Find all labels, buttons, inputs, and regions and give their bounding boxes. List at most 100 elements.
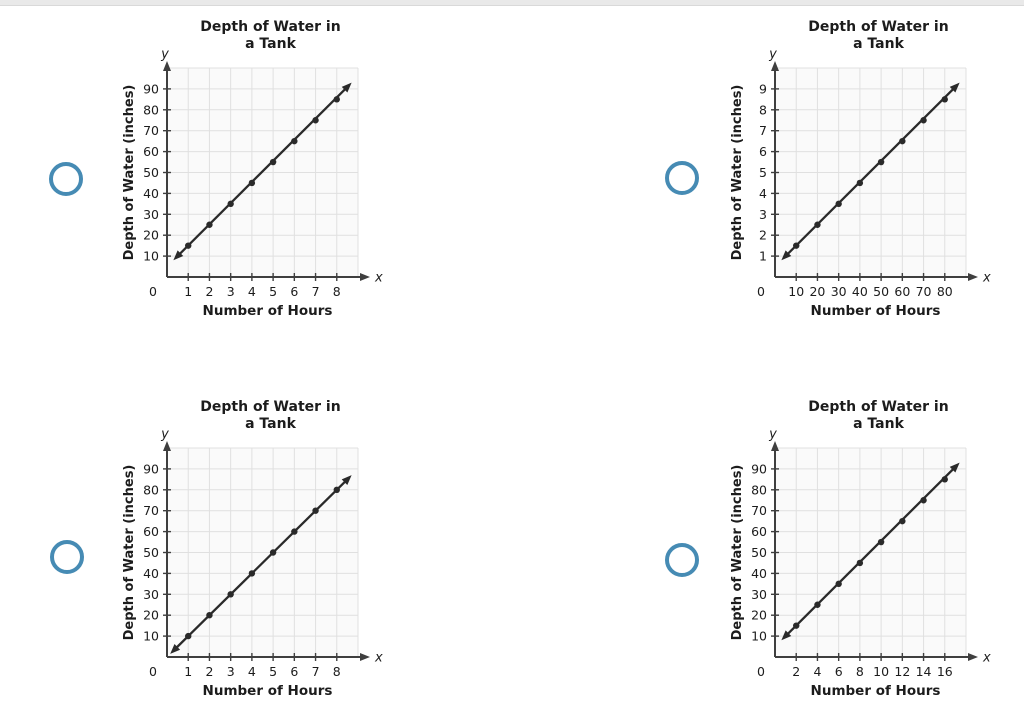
data-point [185, 242, 192, 249]
y-tick-label: 70 [143, 503, 159, 518]
data-point [227, 200, 234, 208]
line-chart: 1 2 3 4 5 6 7 8 9 10 20 30 40 50 60 70 80 0 y x Depth of Wat… [730, 19, 991, 319]
y-tick-label: 20 [751, 608, 767, 623]
x-axis-letter: x [982, 271, 991, 286]
y-axis-letter: y [768, 427, 777, 442]
x-axis-label: Number of Hours [811, 303, 941, 319]
y-tick-label: 10 [143, 629, 159, 644]
y-tick-label: 80 [143, 102, 159, 117]
y-tick-label: 5 [759, 165, 767, 180]
x-tick-label: 8 [333, 664, 341, 679]
x-axis-letter: x [374, 651, 383, 666]
y-tick-label: 40 [751, 566, 767, 581]
y-tick-label: 40 [143, 566, 159, 581]
x-tick-label: 4 [813, 664, 821, 679]
data-point [206, 612, 213, 619]
y-tick-label: 50 [751, 545, 767, 560]
x-tick-label: 30 [831, 284, 847, 299]
x-axis-label: Number of Hours [811, 683, 941, 699]
data-point [793, 242, 800, 249]
data-point [333, 96, 340, 103]
arrowhead-icon [163, 61, 171, 71]
data-point [835, 200, 842, 208]
x-tick-label: 6 [290, 284, 298, 299]
origin-label: 0 [757, 664, 765, 679]
x-tick-label: 5 [269, 284, 277, 299]
x-tick-label: 50 [873, 284, 889, 299]
origin-label: 0 [149, 664, 157, 679]
x-tick-label: 80 [937, 284, 953, 299]
x-tick-label: 8 [856, 664, 864, 679]
y-tick-label: 60 [751, 524, 767, 539]
y-tick-label: 10 [143, 249, 159, 264]
arrowhead-icon [173, 250, 184, 261]
y-tick-label: 10 [751, 629, 767, 644]
y-tick-label: 70 [143, 123, 159, 138]
y-tick-label: 80 [751, 482, 767, 497]
x-tick-label: 4 [248, 284, 256, 299]
data-point [227, 591, 234, 598]
arrowhead-icon [949, 462, 960, 473]
radio-option-4[interactable] [665, 543, 699, 577]
data-point [206, 221, 213, 228]
x-tick-label: 6 [835, 664, 843, 679]
x-tick-label: 10 [873, 664, 889, 679]
data-point [899, 137, 906, 145]
arrowhead-icon [341, 475, 352, 486]
x-axis-label: Number of Hours [203, 683, 333, 699]
data-point [835, 580, 842, 588]
chart-title: Depth of Water in [808, 399, 948, 415]
data-point [248, 179, 256, 187]
data-point [814, 221, 821, 228]
x-tick-label: 7 [312, 664, 320, 679]
x-tick-label: 2 [205, 664, 213, 679]
data-point [312, 507, 319, 514]
x-axis-label: Number of Hours [203, 303, 333, 319]
data-point [877, 538, 885, 546]
data-point [185, 632, 192, 640]
arrowhead-icon [163, 441, 171, 451]
chart-option-3: 10 20 30 40 50 60 70 80 90 1 2 3 4 5 6 7 8 0 y x Depth of Wa… [122, 390, 392, 705]
data-line [178, 87, 347, 256]
arrowhead-icon [771, 441, 779, 451]
data-point [877, 158, 885, 166]
arrowhead-icon [771, 61, 779, 71]
x-axis-letter: x [982, 651, 991, 666]
x-tick-label: 6 [290, 664, 298, 679]
x-tick-label: 3 [227, 664, 235, 679]
y-tick-label: 30 [143, 207, 159, 222]
y-tick-label: 30 [143, 587, 159, 602]
radio-option-1[interactable] [49, 162, 83, 196]
y-tick-label: 2 [759, 228, 767, 243]
data-point [899, 517, 906, 525]
data-line [786, 87, 955, 256]
data-point [920, 497, 927, 504]
radio-option-3[interactable] [50, 540, 84, 574]
chart-title: Depth of Water in [200, 399, 340, 415]
y-axis-label: Depth of Water (inches) [730, 465, 745, 641]
x-tick-label: 4 [248, 664, 256, 679]
x-tick-label: 70 [916, 284, 932, 299]
x-tick-label: 20 [809, 284, 825, 299]
x-axis-letter: x [374, 271, 383, 286]
y-tick-label: 7 [759, 123, 767, 138]
arrowhead-icon [360, 273, 370, 281]
x-tick-label: 40 [852, 284, 868, 299]
radio-option-2[interactable] [665, 161, 699, 195]
origin-label: 0 [757, 284, 765, 299]
y-tick-label: 80 [143, 482, 159, 497]
data-point [856, 179, 864, 187]
x-tick-label: 16 [937, 664, 953, 679]
arrowhead-icon [949, 82, 960, 93]
data-line [786, 467, 955, 636]
x-tick-label: 12 [894, 664, 910, 679]
y-tick-label: 90 [751, 461, 767, 476]
x-tick-label: 14 [916, 664, 932, 679]
y-tick-label: 20 [143, 608, 159, 623]
x-tick-label: 7 [312, 284, 320, 299]
data-point [333, 486, 340, 493]
origin-label: 0 [149, 284, 157, 299]
data-point [941, 96, 948, 103]
